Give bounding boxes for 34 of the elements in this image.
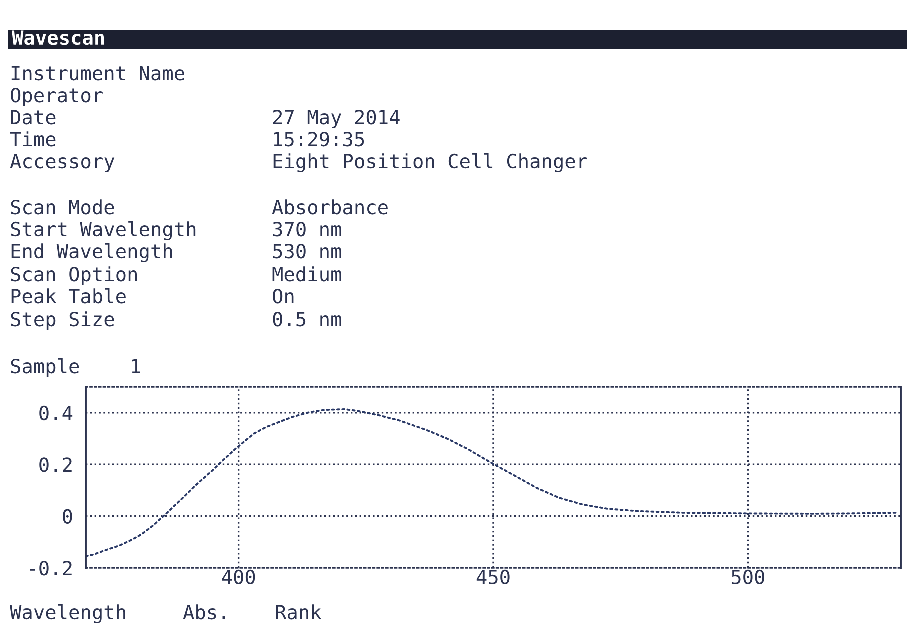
- text: Peak Table: [12, 288, 126, 304]
- text: 530 nm: [273, 244, 342, 259]
- text: Absorbance: [272, 200, 388, 215]
- text: Time: [10, 132, 56, 147]
- x-tick-label: 500: [732, 570, 764, 585]
- text: Scan Mode: [11, 200, 114, 215]
- x-tick-label: 450: [476, 570, 510, 585]
- text: Scan Option: [11, 266, 138, 286]
- y-tick-label: -0.2: [30, 561, 72, 576]
- chart-title: Wavescan: [12, 30, 104, 46]
- text: Eight Position Cell Changer: [274, 153, 588, 173]
- text: Date: [11, 110, 56, 125]
- text: Instrument Name: [12, 66, 184, 81]
- text: Step Size: [11, 312, 114, 330]
- text: 1: [132, 359, 140, 374]
- text: Accessory: [10, 154, 115, 172]
- line-series: [86, 408, 897, 558]
- x-tick-label: 400: [222, 570, 256, 585]
- text: Medium: [272, 266, 342, 282]
- y-tick-label: 0: [63, 509, 72, 524]
- text: Abs.: [183, 604, 226, 620]
- text: 370 nm: [273, 222, 342, 237]
- text: On: [273, 288, 294, 304]
- text: Start Wavelength: [11, 221, 196, 241]
- text: Wavelength: [10, 604, 126, 624]
- text: Rank: [276, 604, 322, 620]
- text: Sample: [11, 358, 80, 378]
- text: End Wavelength: [12, 243, 172, 263]
- text: 27 May 2014: [273, 110, 400, 128]
- y-tick-label: 0.2: [40, 458, 72, 472]
- text: 0.5 nm: [273, 312, 342, 327]
- text: 15:29:35: [274, 132, 364, 147]
- y-tick-label: 0.4: [40, 406, 73, 421]
- text: Operator: [11, 88, 103, 106]
